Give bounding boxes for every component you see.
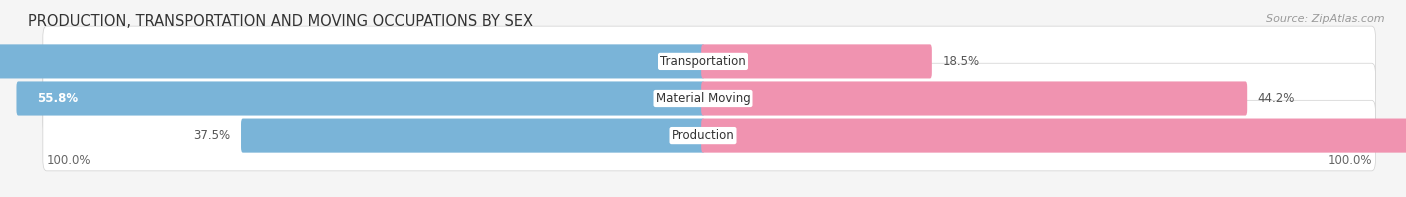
Text: Transportation: Transportation <box>661 55 745 68</box>
FancyBboxPatch shape <box>240 119 704 153</box>
Text: Production: Production <box>672 129 734 142</box>
Text: 100.0%: 100.0% <box>1327 154 1372 167</box>
FancyBboxPatch shape <box>702 44 932 78</box>
Text: PRODUCTION, TRANSPORTATION AND MOVING OCCUPATIONS BY SEX: PRODUCTION, TRANSPORTATION AND MOVING OC… <box>28 14 533 29</box>
FancyBboxPatch shape <box>702 81 1247 116</box>
Text: Source: ZipAtlas.com: Source: ZipAtlas.com <box>1267 14 1385 24</box>
Text: 37.5%: 37.5% <box>194 129 231 142</box>
FancyBboxPatch shape <box>42 63 1375 134</box>
Text: Material Moving: Material Moving <box>655 92 751 105</box>
FancyBboxPatch shape <box>0 44 704 78</box>
FancyBboxPatch shape <box>42 100 1375 171</box>
FancyBboxPatch shape <box>42 26 1375 97</box>
Text: 18.5%: 18.5% <box>942 55 980 68</box>
Text: 44.2%: 44.2% <box>1257 92 1295 105</box>
Text: 55.8%: 55.8% <box>37 92 77 105</box>
Text: 100.0%: 100.0% <box>46 154 91 167</box>
FancyBboxPatch shape <box>702 119 1406 153</box>
FancyBboxPatch shape <box>17 81 704 116</box>
